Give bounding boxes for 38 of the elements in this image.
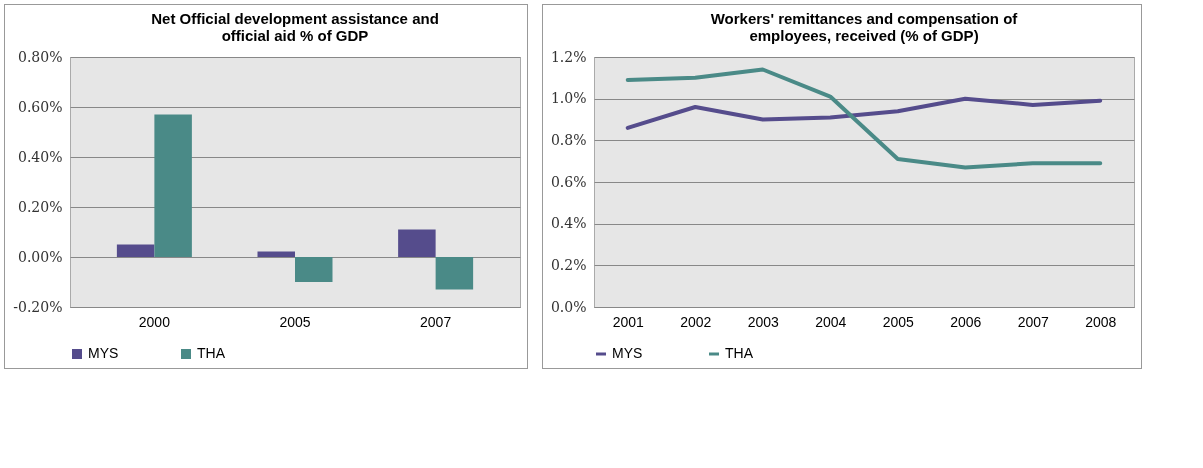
- y-tick-label: 0.4%: [550, 215, 587, 232]
- legend-label: THA: [197, 345, 226, 361]
- y-tick-label: 0.20%: [18, 198, 63, 215]
- y-tick-label: 0.6%: [550, 173, 587, 190]
- x-tick-label: 2008: [1085, 313, 1117, 330]
- x-tick-label: 2003: [747, 313, 780, 330]
- bar: [154, 114, 192, 257]
- y-tick-label: 1.2%: [550, 48, 587, 65]
- y-tick-label: 0.8%: [550, 131, 587, 148]
- bar: [257, 251, 295, 257]
- y-tick-label: -0.20%: [13, 298, 63, 315]
- legend-label: MYS: [88, 345, 119, 361]
- x-tick-label: 2004: [815, 313, 847, 330]
- bar: [398, 229, 436, 257]
- line-series: [625, 96, 1103, 130]
- chart-title: Workers' remittances and compensation of employees, received (% of GDP): [710, 10, 1019, 44]
- x-tick-label: 2001: [612, 313, 645, 330]
- x-tick-label: 2007: [420, 313, 452, 330]
- bar: [295, 257, 333, 282]
- y-tick-label: 0.60%: [18, 98, 63, 115]
- y-tick-label: 0.80%: [18, 48, 63, 65]
- x-tick-label: 2005: [279, 313, 311, 330]
- x-tick-label: 2005: [882, 313, 915, 330]
- bar: [116, 244, 155, 257]
- y-tick-label: 0.0%: [550, 298, 587, 315]
- legend-label: THA: [725, 345, 754, 361]
- line-series: [625, 67, 1103, 170]
- y-tick-label: 0.2%: [550, 256, 587, 273]
- y-tick-label: 0.00%: [18, 248, 63, 265]
- x-tick-label: 2007: [1017, 313, 1050, 330]
- bar: [435, 257, 474, 290]
- x-tick-label: 2006: [950, 313, 982, 330]
- x-tick-label: 2000: [138, 313, 171, 330]
- chart-title: Net Official development assistance and official aid % of GDP: [151, 10, 439, 44]
- x-tick-label: 2002: [680, 313, 712, 330]
- legend-label: MYS: [612, 345, 643, 361]
- y-tick-label: 1.0%: [550, 90, 587, 107]
- y-tick-label: 0.40%: [18, 148, 63, 165]
